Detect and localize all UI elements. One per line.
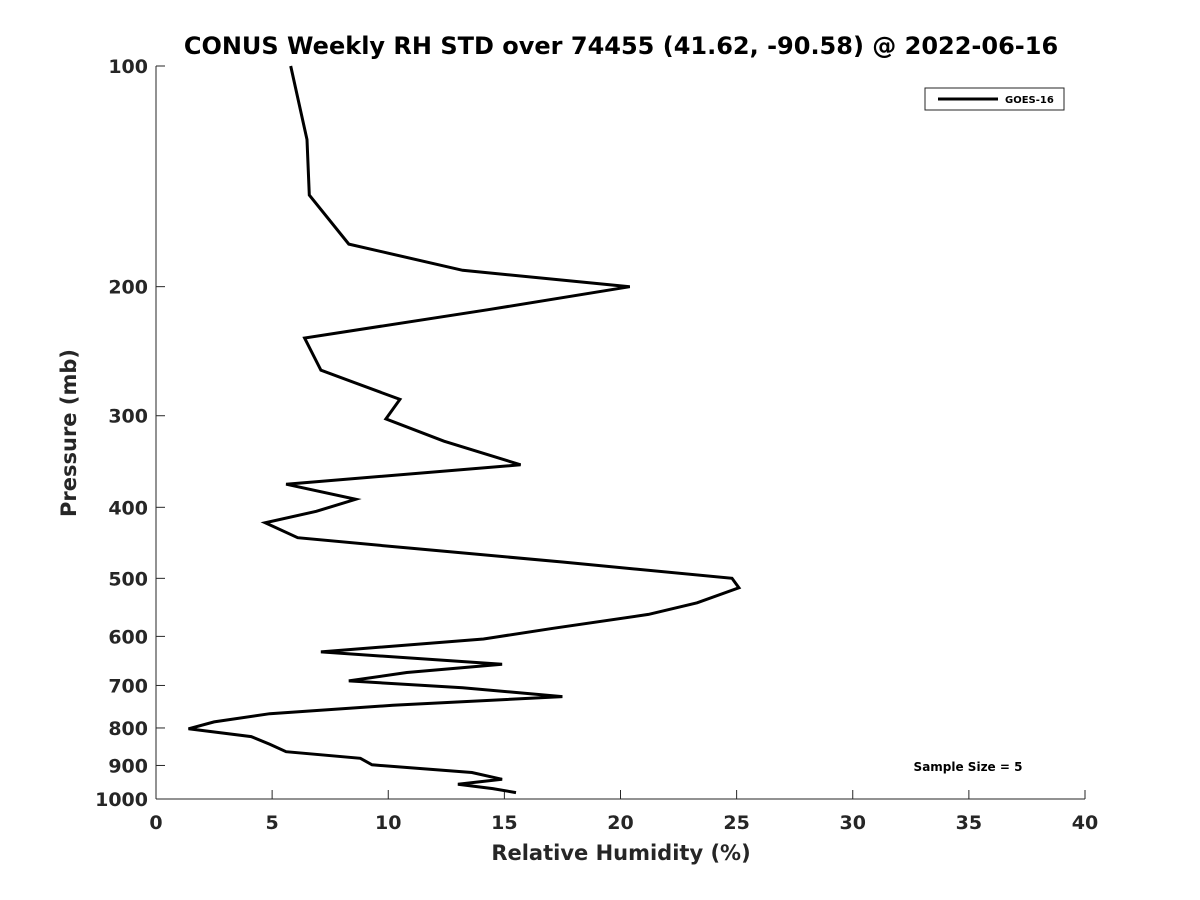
sample-size-annotation: Sample Size = 5 — [914, 760, 1023, 774]
y-tick-label: 100 — [108, 56, 148, 78]
y-tick-label: 500 — [108, 568, 148, 590]
x-tick-label: 35 — [956, 812, 982, 834]
y-tick-label: 400 — [108, 497, 148, 519]
legend: GOES-16 — [924, 87, 1065, 111]
y-tick-label: 600 — [108, 626, 148, 648]
x-tick-label: 30 — [840, 812, 866, 834]
x-tick-label: 20 — [607, 812, 633, 834]
x-tick-label: 25 — [723, 812, 749, 834]
legend-label: GOES-16 — [1005, 95, 1054, 106]
x-tick-label: 0 — [149, 812, 162, 834]
x-tick-label: 40 — [1072, 812, 1098, 834]
x-tick-label: 10 — [375, 812, 401, 834]
series-line-goes-16 — [188, 65, 742, 795]
y-tick-label: 800 — [108, 718, 148, 740]
x-tick-label: 5 — [266, 812, 279, 834]
x-ticks: 0 5 10 15 20 25 30 35 40 — [149, 790, 1098, 834]
y-axis-label: Pressure (mb) — [57, 349, 81, 517]
y-tick-label: 1000 — [95, 789, 148, 811]
y-tick-label: 900 — [108, 755, 148, 777]
chart-title: CONUS Weekly RH STD over 74455 (41.62, -… — [184, 32, 1058, 60]
series-layer — [188, 65, 742, 795]
x-tick-label: 15 — [491, 812, 517, 834]
x-axis-label: Relative Humidity (%) — [491, 841, 750, 865]
y-tick-label: 200 — [108, 277, 148, 299]
y-tick-label: 300 — [108, 406, 148, 428]
y-ticks: 100 200 300 400 500 600 700 800 900 1000 — [95, 56, 165, 811]
y-tick-label: 700 — [108, 675, 148, 697]
